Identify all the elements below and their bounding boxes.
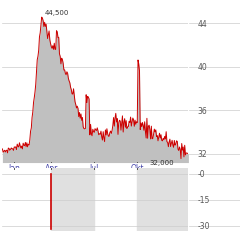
Text: 32,000: 32,000 (150, 160, 174, 166)
Text: -30: -30 (198, 221, 210, 230)
Text: 36: 36 (198, 106, 208, 115)
Bar (137, 169, 188, 231)
Text: 44: 44 (198, 20, 208, 28)
Text: 32: 32 (198, 150, 208, 159)
Bar (51, 169, 94, 231)
Text: Okt: Okt (131, 163, 144, 172)
Text: Jul: Jul (90, 163, 99, 172)
Text: 44,500: 44,500 (45, 10, 69, 16)
Text: -0: -0 (198, 169, 205, 178)
Text: Jan: Jan (8, 163, 20, 172)
Text: 40: 40 (198, 63, 208, 72)
Text: Apr: Apr (45, 163, 58, 172)
Text: -15: -15 (198, 195, 210, 204)
